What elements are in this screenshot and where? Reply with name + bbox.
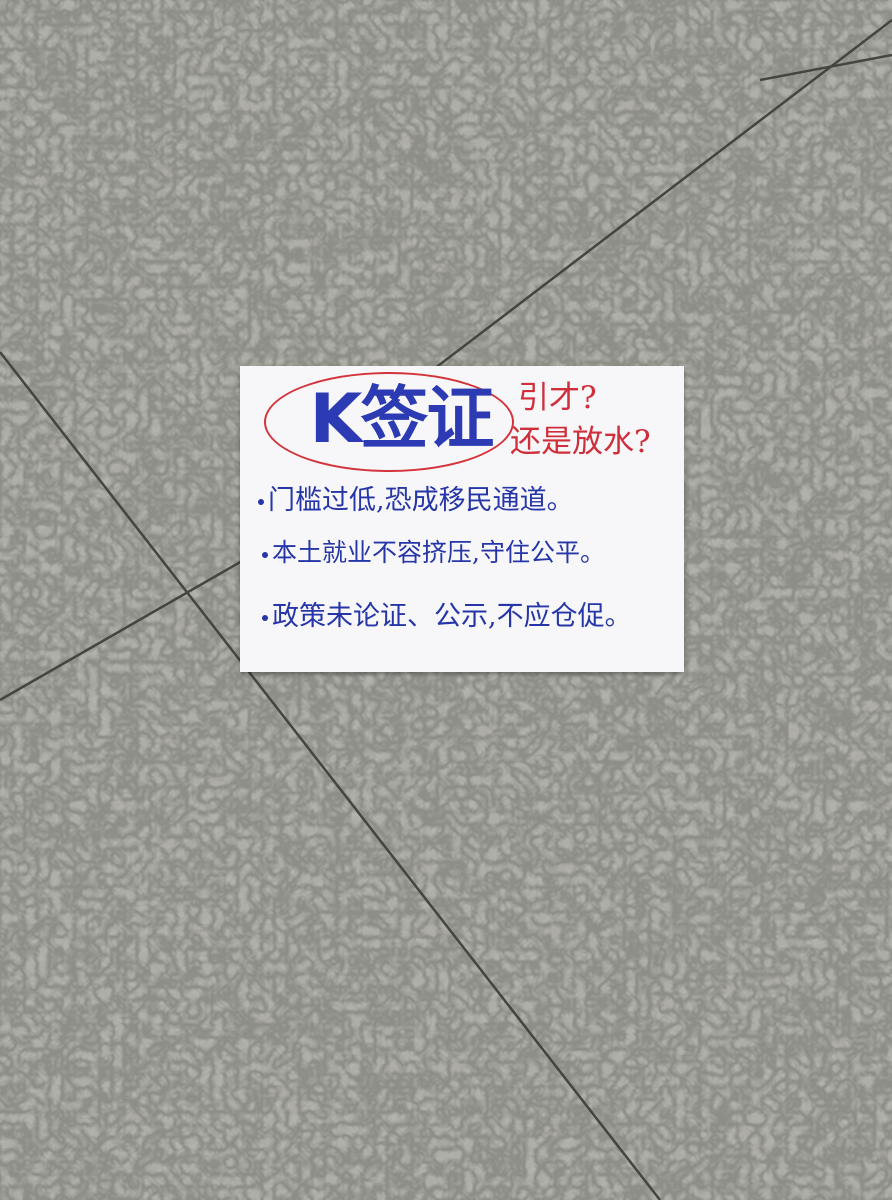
title-circle-outline	[264, 372, 514, 472]
bullet-dot	[262, 551, 268, 558]
tile-seams	[0, 19, 892, 1200]
tile-seam-left-diagonal	[0, 351, 661, 1200]
bullet-dot	[262, 614, 268, 621]
sign-title: K签证	[309, 380, 495, 459]
sign-point-3-text: 政策未论证、公示,不应仓促。	[272, 601, 632, 632]
sign-point-2: 本土就业不容挤压,守住公平。	[262, 536, 605, 570]
bullet-dot	[258, 498, 264, 505]
sign-point-3: 政策未论证、公示,不应仓促。	[262, 600, 632, 634]
sign-question-2: 还是放水?	[510, 424, 651, 460]
sign-point-2-text: 本土就业不容挤压,守住公平。	[272, 538, 605, 567]
tile-seam-top-diagonal	[429, 19, 892, 373]
tile-seam-upper-right	[759, 53, 892, 82]
sign-question-1: 引才?	[518, 380, 597, 416]
tile-seam-lower-left	[0, 543, 271, 702]
sign-point-1: 门槛过低,恐成移民通道。	[258, 484, 574, 518]
sign-point-1-text: 门槛过低,恐成移民通道。	[268, 485, 574, 516]
